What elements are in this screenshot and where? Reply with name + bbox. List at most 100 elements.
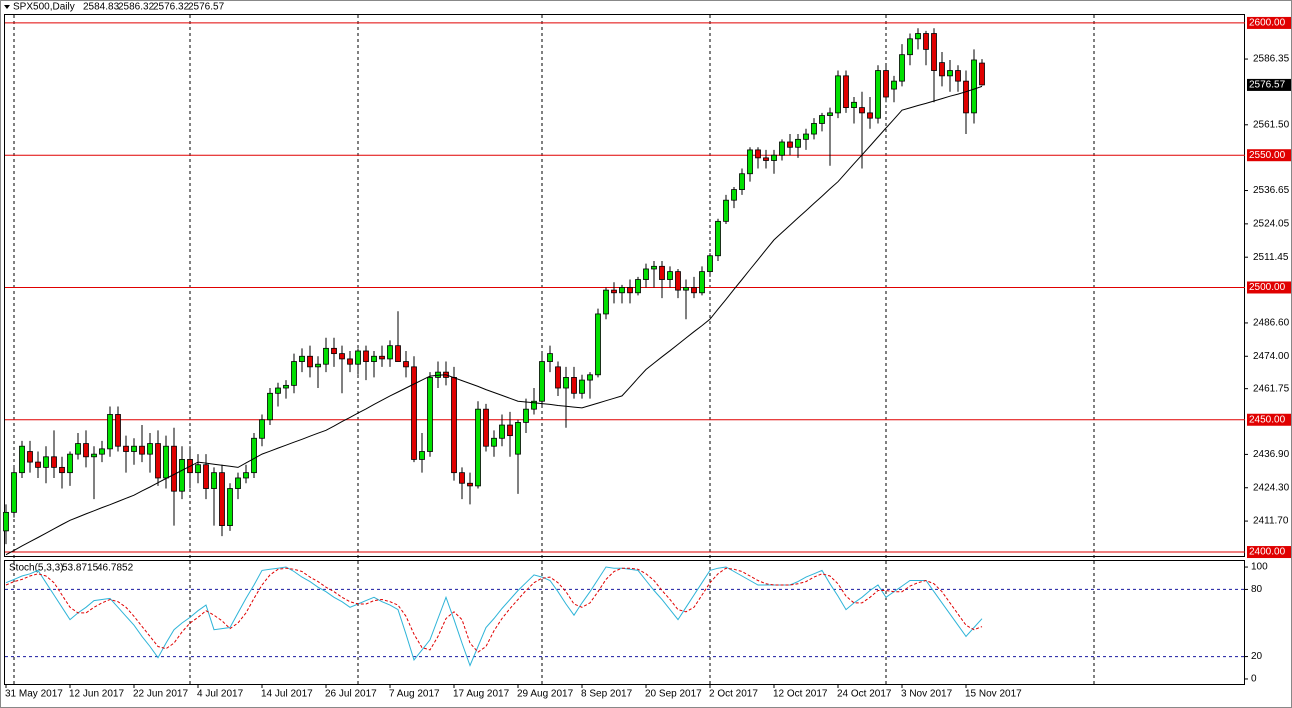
ohlc-close: 2576.57 xyxy=(188,2,225,13)
level-label-bg xyxy=(1247,16,1291,29)
candle-body xyxy=(299,355,305,362)
candle-body xyxy=(419,451,425,460)
candle-body xyxy=(723,199,729,222)
candle-body xyxy=(43,456,49,468)
candle-body xyxy=(179,459,185,492)
candle-body xyxy=(267,392,273,421)
candle-body xyxy=(195,464,201,474)
stoch-k: 53.8715 xyxy=(62,563,99,574)
candle-body xyxy=(355,350,361,365)
candle-body xyxy=(667,271,673,280)
candle-body xyxy=(219,472,225,526)
candle-body xyxy=(643,268,649,280)
candle-body xyxy=(507,424,513,437)
main-panel xyxy=(4,14,1245,557)
candle-body xyxy=(803,133,809,140)
y-tick-label: 2486.60 xyxy=(1253,318,1290,329)
y-tick-label: 2536.65 xyxy=(1253,185,1290,196)
stoch-title: Stoch(5,3,3) xyxy=(9,563,63,574)
candle-body xyxy=(27,451,33,463)
candle-body xyxy=(819,115,825,124)
candle-body xyxy=(403,361,409,368)
candle-body xyxy=(899,54,905,82)
candle-body xyxy=(915,33,921,40)
level-label: 2450.00 xyxy=(1249,414,1286,425)
candle-body xyxy=(291,361,297,386)
level-label-bg xyxy=(1247,413,1291,426)
candle-body xyxy=(851,101,857,108)
x-tick-label: 4 Jul 2017 xyxy=(197,689,244,700)
candle-body xyxy=(371,355,377,362)
candle-body xyxy=(931,33,937,71)
y-tick-label: 0 xyxy=(1251,674,1257,685)
x-tick-label: 3 Nov 2017 xyxy=(901,689,953,700)
x-tick-label: 22 Jun 2017 xyxy=(133,689,188,700)
candle-body xyxy=(579,379,585,394)
candle-body xyxy=(891,80,897,90)
candle-body xyxy=(659,265,665,280)
candle-body xyxy=(323,347,329,365)
candle-body xyxy=(123,445,129,452)
y-tick-label: 2411.70 xyxy=(1253,516,1289,527)
candle-body xyxy=(67,453,73,474)
candle-body xyxy=(315,363,321,368)
stoch-d: 46.7852 xyxy=(97,563,134,574)
candle-body xyxy=(907,38,913,56)
x-tick-label: 12 Oct 2017 xyxy=(773,689,828,700)
ohlc-open: 2584.83 xyxy=(83,2,120,13)
candle-body xyxy=(59,466,65,474)
candle-body xyxy=(275,387,281,394)
candle-body xyxy=(811,123,817,135)
candle-body xyxy=(339,353,345,360)
candle-body xyxy=(499,424,505,439)
candle-body xyxy=(867,112,873,119)
candle-body xyxy=(51,456,57,468)
candle-body xyxy=(691,287,697,294)
price-label: 2576.57 xyxy=(1249,80,1286,91)
candle-body xyxy=(35,461,41,468)
candle-body xyxy=(115,414,121,447)
candle-body xyxy=(427,377,433,452)
candle-body xyxy=(651,265,657,270)
candle-body xyxy=(627,287,633,294)
x-tick-label: 15 Nov 2017 xyxy=(965,689,1022,700)
level-label: 2500.00 xyxy=(1249,282,1286,293)
stoch-line xyxy=(5,567,983,653)
candle-body xyxy=(755,149,761,159)
candle-body xyxy=(347,358,353,365)
candle-body xyxy=(459,472,465,484)
candle-body xyxy=(411,366,417,460)
moving-average xyxy=(5,85,983,556)
ohlc-low: 2576.32 xyxy=(153,2,190,13)
candle-body xyxy=(379,355,385,360)
candle-body xyxy=(883,70,889,98)
candle-body xyxy=(731,189,737,201)
candle-body xyxy=(963,80,969,114)
x-tick-label: 2 Oct 2017 xyxy=(709,689,758,700)
candle-body xyxy=(779,141,785,156)
candle-body xyxy=(635,279,641,294)
level-label: 2400.00 xyxy=(1249,547,1286,558)
candle-body xyxy=(395,345,401,362)
candle-body xyxy=(547,353,553,362)
candle-body xyxy=(739,173,745,191)
candle-body xyxy=(555,366,561,389)
x-tick-label: 31 May 2017 xyxy=(5,689,63,700)
menu-arrow xyxy=(4,5,10,9)
x-tick-label: 26 Jul 2017 xyxy=(325,689,377,700)
y-tick-label: 2461.75 xyxy=(1253,383,1290,394)
candle-body xyxy=(523,408,529,423)
candle-body xyxy=(203,464,209,489)
candle-body xyxy=(939,62,945,77)
candle-body xyxy=(467,482,473,487)
candle-body xyxy=(603,289,609,315)
y-tick-label: 2524.05 xyxy=(1253,219,1290,230)
y-tick-label: 2586.35 xyxy=(1253,54,1290,65)
y-tick-label: 2474.00 xyxy=(1253,351,1290,362)
candle-body xyxy=(563,377,569,389)
candle-body xyxy=(331,347,337,355)
ohlc-high: 2586.32 xyxy=(118,2,155,13)
candle-body xyxy=(235,477,241,489)
y-tick-label: 100 xyxy=(1251,562,1268,573)
candle-body xyxy=(139,445,145,455)
